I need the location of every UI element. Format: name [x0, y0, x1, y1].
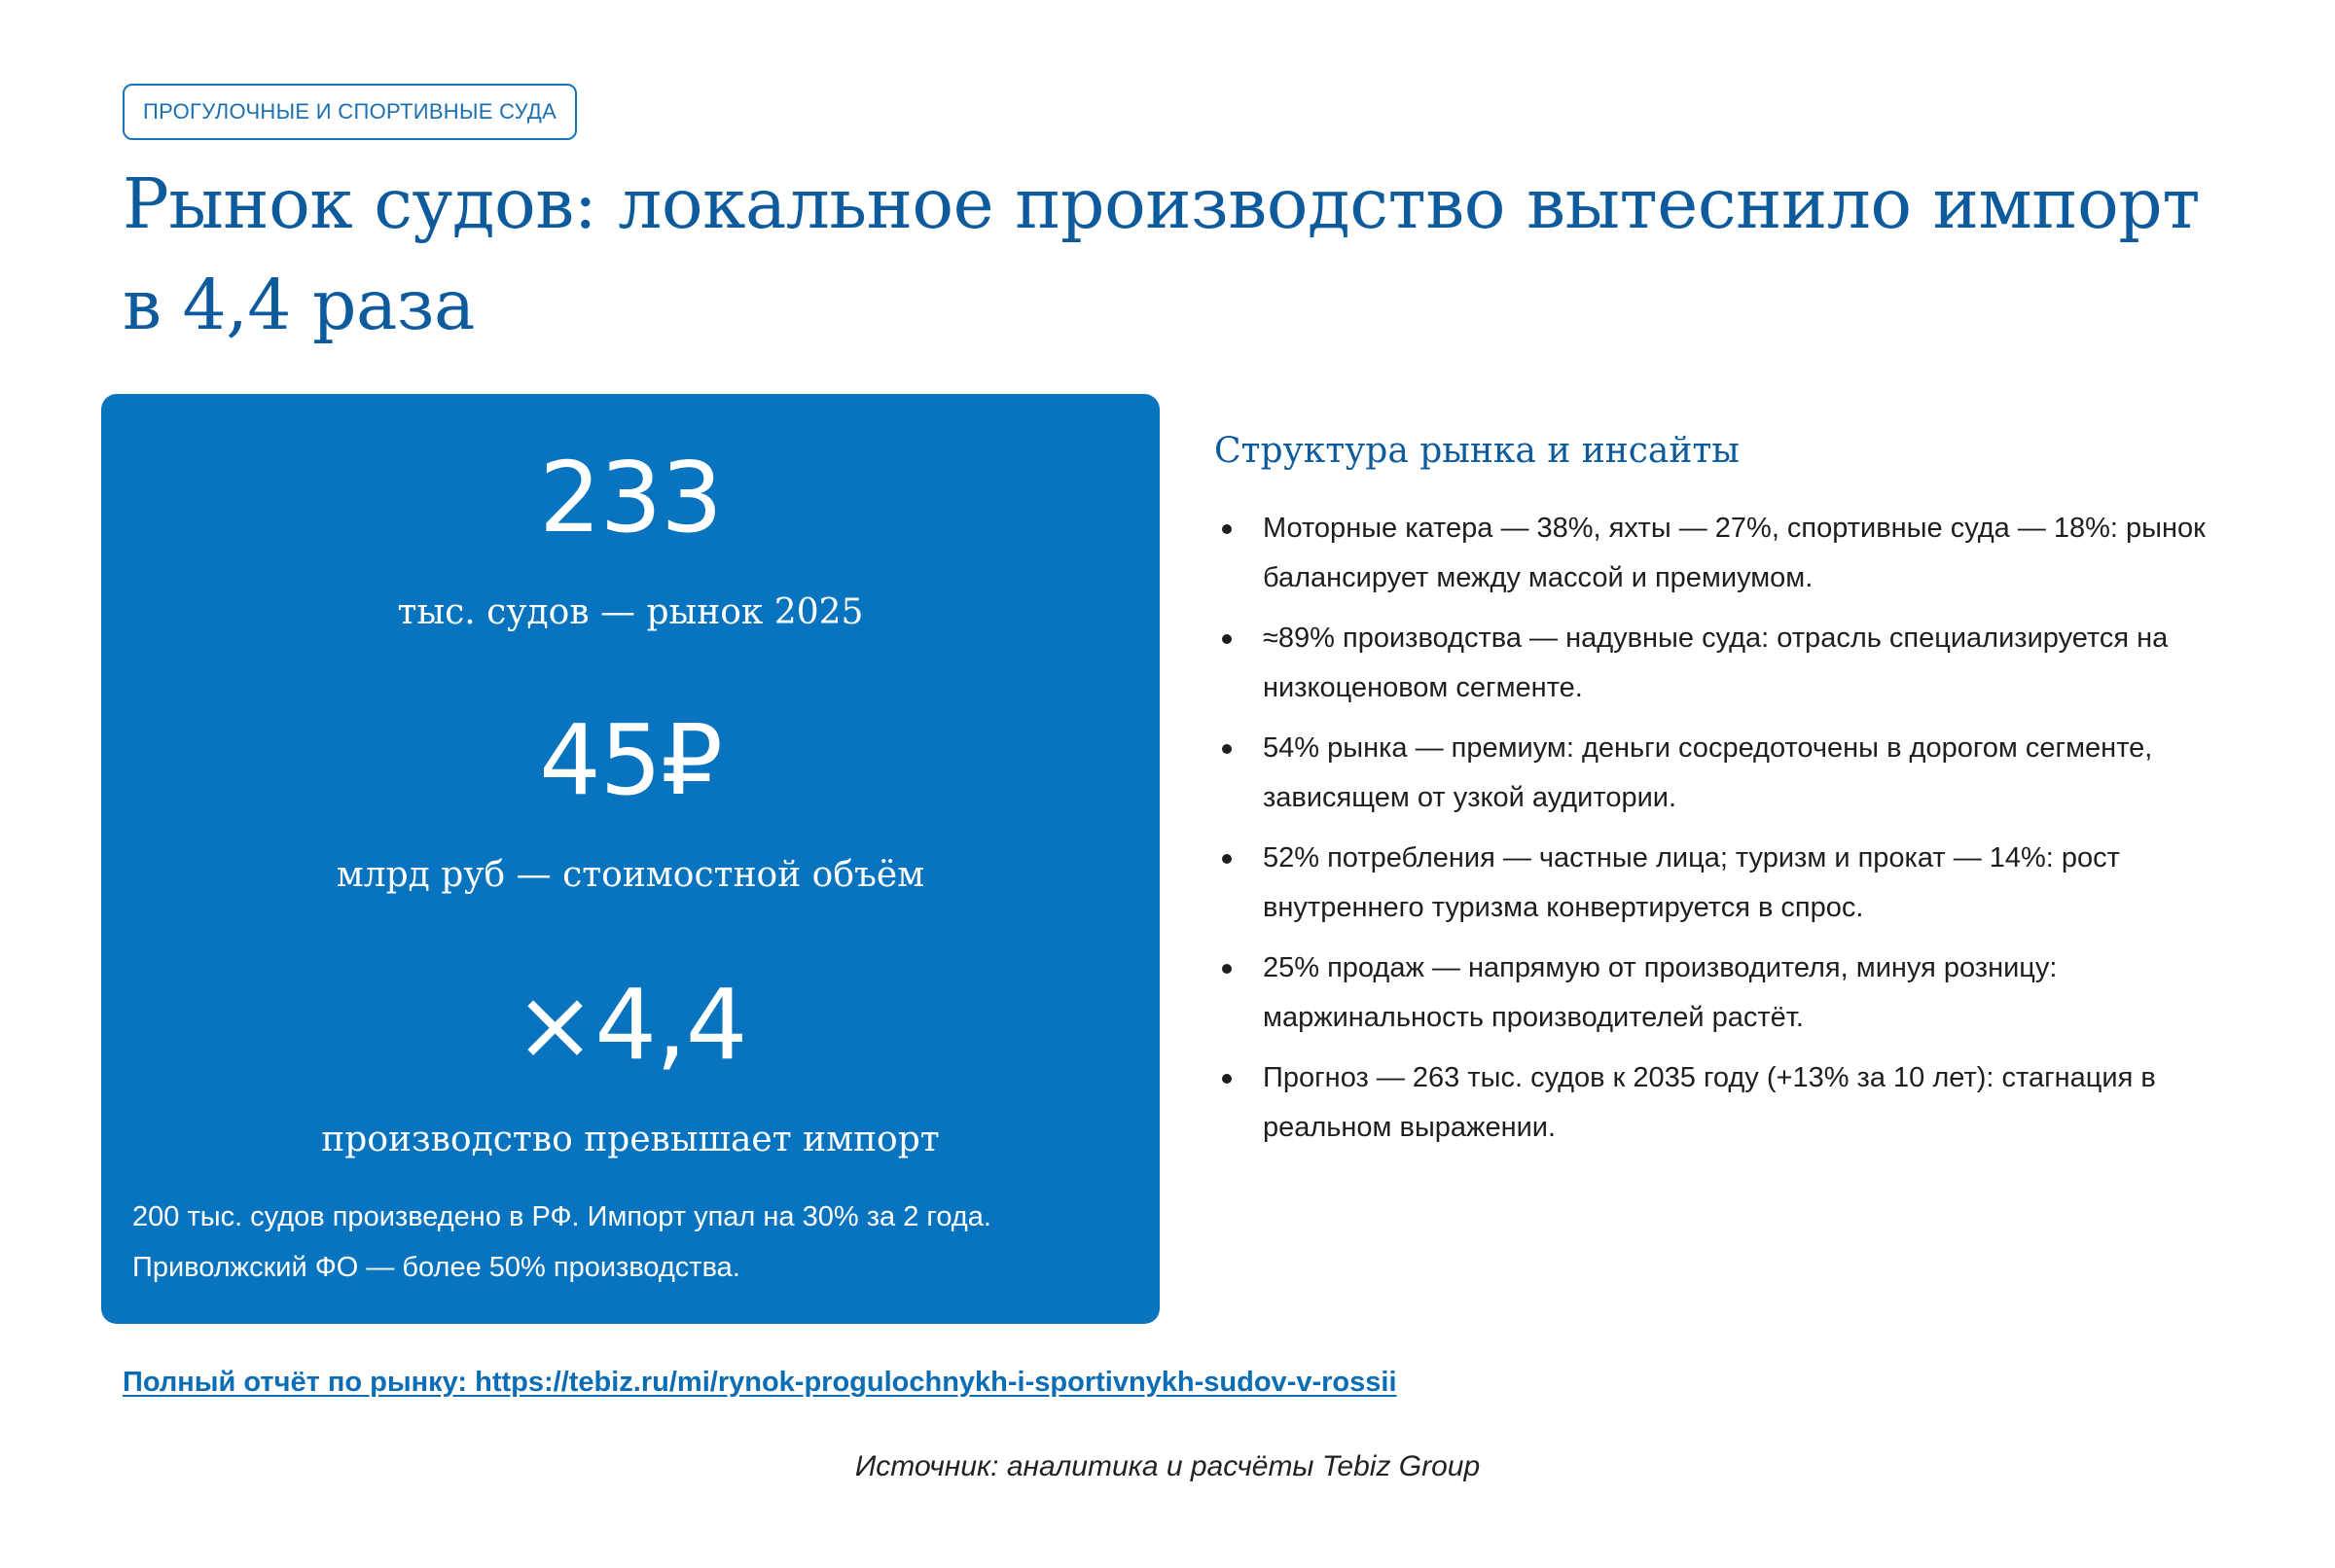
- insight-text: Моторные катера — 38%, яхты — 27%, спорт…: [1263, 513, 2206, 593]
- page-title: Рынок судов: локальное производство выте…: [123, 163, 2201, 345]
- insight-text: 52% потребления — частные лица; туризм и…: [1263, 842, 2120, 923]
- insight-item: Прогноз — 263 тыс. судов к 2035 году (+1…: [1214, 1053, 2236, 1153]
- insights-panel: Структура рынка и инсайты Моторные катер…: [1214, 426, 2236, 1163]
- insight-text: ≈89% производства — надувные суда: отрас…: [1263, 623, 2169, 703]
- stat-production-ratio-label: производство превышает импорт: [321, 1120, 940, 1159]
- full-report-link[interactable]: Полный отчёт по рынку: https://tebiz.ru/…: [123, 1367, 1397, 1398]
- bullet-icon: [1222, 854, 1232, 864]
- insights-list: Моторные катера — 38%, яхты — 27%, спорт…: [1214, 504, 2236, 1153]
- insight-item: 52% потребления — частные лица; туризм и…: [1214, 834, 2236, 933]
- insight-text: 54% рынка — премиум: деньги сосредоточен…: [1263, 732, 2153, 813]
- insight-item: 54% рынка — премиум: деньги сосредоточен…: [1214, 724, 2236, 823]
- bullet-icon: [1222, 634, 1232, 644]
- stat-production-ratio-value: ×4,4: [514, 968, 748, 1082]
- stat-market-volume-label: тыс. судов — рынок 2025: [397, 592, 864, 632]
- source-note: Источник: аналитика и расчёты Tebiz Grou…: [854, 1450, 1481, 1482]
- stat-value-volume-value: 45₽: [539, 703, 723, 817]
- stats-card: 233 тыс. судов — рынок 2025 45₽ млрд руб…: [101, 394, 1160, 1324]
- bullet-icon: [1222, 964, 1232, 974]
- bullet-icon: [1222, 1074, 1232, 1084]
- insight-text: Прогноз — 263 тыс. судов к 2035 году (+1…: [1263, 1062, 2156, 1143]
- category-tag: ПРОГУЛОЧНЫЕ И СПОРТИВНЫЕ СУДА: [123, 84, 578, 140]
- insight-item: ≈89% производства — надувные суда: отрас…: [1214, 614, 2236, 713]
- bullet-icon: [1222, 524, 1232, 534]
- insight-item: 25% продаж — напрямую от производителя, …: [1214, 944, 2236, 1043]
- stat-market-volume-value: 233: [539, 441, 723, 554]
- bullet-icon: [1222, 744, 1232, 754]
- stats-note: 200 тыс. судов произведено в РФ. Импорт …: [132, 1201, 991, 1283]
- stat-value-volume-label: млрд руб — стоимостной объём: [336, 855, 925, 895]
- insights-title: Структура рынка и инсайты: [1214, 431, 1740, 471]
- insight-item: Моторные катера — 38%, яхты — 27%, спорт…: [1214, 504, 2236, 603]
- insight-text: 25% продаж — напрямую от производителя, …: [1263, 952, 2058, 1033]
